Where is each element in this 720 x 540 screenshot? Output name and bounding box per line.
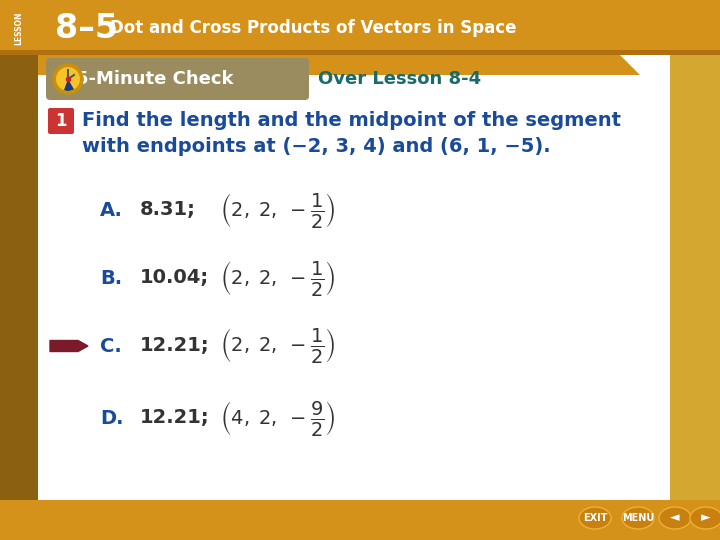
Text: 12.21;: 12.21;	[140, 408, 210, 428]
Text: with endpoints at (−2, 3, 4) and (6, 1, −5).: with endpoints at (−2, 3, 4) and (6, 1, …	[82, 138, 551, 157]
Ellipse shape	[690, 507, 720, 529]
Text: 1: 1	[55, 112, 67, 130]
Bar	[38, 55, 678, 505]
Text: 5-Minute Check: 5-Minute Check	[76, 70, 234, 88]
Polygon shape	[38, 55, 640, 75]
Text: C.: C.	[100, 336, 122, 355]
FancyBboxPatch shape	[46, 58, 309, 100]
Text: $\left(2,\;2,\;-\dfrac{1}{2}\right)$: $\left(2,\;2,\;-\dfrac{1}{2}\right)$	[220, 327, 336, 366]
Bar	[0, 500, 720, 540]
Text: ►: ►	[701, 511, 711, 524]
FancyArrow shape	[50, 341, 88, 352]
Polygon shape	[38, 478, 670, 500]
Text: 12.21;: 12.21;	[140, 336, 210, 355]
Bar	[0, 0, 720, 55]
Text: Dot and Cross Products of Vectors in Space: Dot and Cross Products of Vectors in Spa…	[110, 19, 516, 37]
Text: 8–5: 8–5	[55, 11, 118, 44]
Text: B.: B.	[100, 268, 122, 287]
Text: EXIT: EXIT	[582, 513, 607, 523]
Text: LESSON: LESSON	[14, 11, 24, 45]
Text: $\left(2,\;2,\;-\dfrac{1}{2}\right)$: $\left(2,\;2,\;-\dfrac{1}{2}\right)$	[220, 191, 336, 229]
Text: Over Lesson 8-4: Over Lesson 8-4	[318, 70, 481, 88]
Ellipse shape	[579, 507, 611, 529]
Text: Find the length and the midpoint of the segment: Find the length and the midpoint of the …	[82, 111, 621, 131]
Bar	[0, 50, 720, 55]
Circle shape	[53, 64, 83, 94]
Circle shape	[55, 66, 81, 92]
Text: D.: D.	[100, 408, 124, 428]
Text: A.: A.	[100, 200, 123, 219]
Wedge shape	[64, 79, 74, 91]
Ellipse shape	[659, 507, 691, 529]
Text: ◄: ◄	[670, 511, 680, 524]
Bar	[0, 0, 38, 540]
Text: MENU: MENU	[622, 513, 654, 523]
Text: $\left(2,\;2,\;-\dfrac{1}{2}\right)$: $\left(2,\;2,\;-\dfrac{1}{2}\right)$	[220, 259, 336, 298]
Bar	[670, 55, 720, 505]
Text: 8.31;: 8.31;	[140, 200, 196, 219]
Text: 10.04;: 10.04;	[140, 268, 209, 287]
Ellipse shape	[622, 507, 654, 529]
FancyBboxPatch shape	[48, 108, 74, 134]
Text: $\left(4,\;2,\;-\dfrac{9}{2}\right)$: $\left(4,\;2,\;-\dfrac{9}{2}\right)$	[220, 399, 336, 437]
